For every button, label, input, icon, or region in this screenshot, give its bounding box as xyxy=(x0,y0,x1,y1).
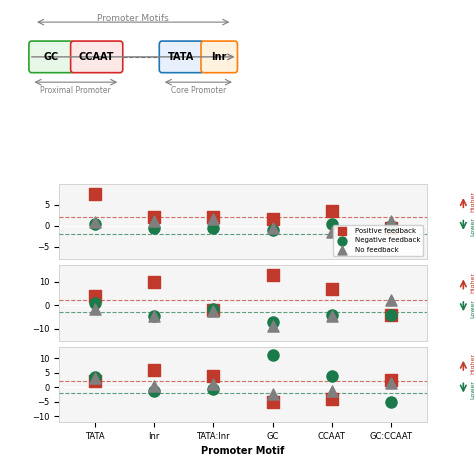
Text: Lower: Lower xyxy=(471,217,474,236)
Point xyxy=(387,218,395,225)
Text: Lower: Lower xyxy=(471,380,474,399)
Text: CCAAT: CCAAT xyxy=(79,52,114,62)
Point xyxy=(387,398,395,405)
Point xyxy=(210,305,217,312)
Point xyxy=(269,224,276,232)
Point xyxy=(150,312,158,319)
Point xyxy=(269,216,276,223)
Text: GC: GC xyxy=(44,52,59,62)
Point xyxy=(150,213,158,221)
Point xyxy=(328,207,336,215)
Point xyxy=(269,351,276,359)
Point xyxy=(150,278,158,285)
Point xyxy=(387,222,395,229)
Text: Higher: Higher xyxy=(471,272,474,293)
Point xyxy=(269,398,276,405)
Text: Core Promoter: Core Promoter xyxy=(171,86,226,94)
Point xyxy=(387,297,395,304)
Point xyxy=(91,220,99,228)
Point xyxy=(91,374,99,382)
Point xyxy=(387,311,395,319)
Point xyxy=(210,372,217,379)
Point xyxy=(328,311,336,319)
Point xyxy=(210,224,217,232)
Point xyxy=(210,385,217,392)
Point xyxy=(150,366,158,374)
FancyBboxPatch shape xyxy=(71,41,123,73)
Point xyxy=(269,391,276,398)
Point xyxy=(387,311,395,319)
Point xyxy=(328,372,336,379)
Point xyxy=(91,219,99,226)
Point xyxy=(150,382,158,390)
Text: Lower: Lower xyxy=(471,299,474,318)
FancyBboxPatch shape xyxy=(201,41,237,73)
Point xyxy=(328,285,336,292)
Point xyxy=(328,220,336,228)
Point xyxy=(387,224,395,232)
Point xyxy=(91,191,99,198)
Point xyxy=(210,213,217,221)
Text: Proximal Promoter: Proximal Promoter xyxy=(40,86,111,94)
Point xyxy=(269,226,276,234)
Point xyxy=(387,379,395,386)
Point xyxy=(91,377,99,385)
Text: Higher: Higher xyxy=(471,353,474,374)
Point xyxy=(387,376,395,383)
Point xyxy=(210,306,217,314)
Point xyxy=(269,323,276,330)
Point xyxy=(210,307,217,315)
Point xyxy=(269,318,276,326)
Point xyxy=(150,388,158,395)
Point xyxy=(328,395,336,402)
FancyBboxPatch shape xyxy=(159,41,204,73)
Point xyxy=(91,305,99,312)
Point xyxy=(269,271,276,278)
Point xyxy=(150,224,158,232)
Point xyxy=(328,388,336,395)
Point xyxy=(210,381,217,388)
Point xyxy=(91,292,99,300)
Point xyxy=(328,312,336,319)
FancyBboxPatch shape xyxy=(29,41,73,73)
Point xyxy=(328,228,336,236)
X-axis label: Promoter Motif: Promoter Motif xyxy=(201,446,284,456)
Text: Inr: Inr xyxy=(211,52,227,62)
Point xyxy=(91,373,99,381)
Legend: Positive feedback, Negative feedback, No feedback: Positive feedback, Negative feedback, No… xyxy=(333,225,423,255)
Text: Higher: Higher xyxy=(471,191,474,212)
Text: Promoter Motifs: Promoter Motifs xyxy=(97,14,169,23)
Point xyxy=(150,218,158,225)
Point xyxy=(150,312,158,319)
Point xyxy=(210,216,217,223)
Point xyxy=(91,299,99,307)
Text: TATA: TATA xyxy=(168,52,194,62)
